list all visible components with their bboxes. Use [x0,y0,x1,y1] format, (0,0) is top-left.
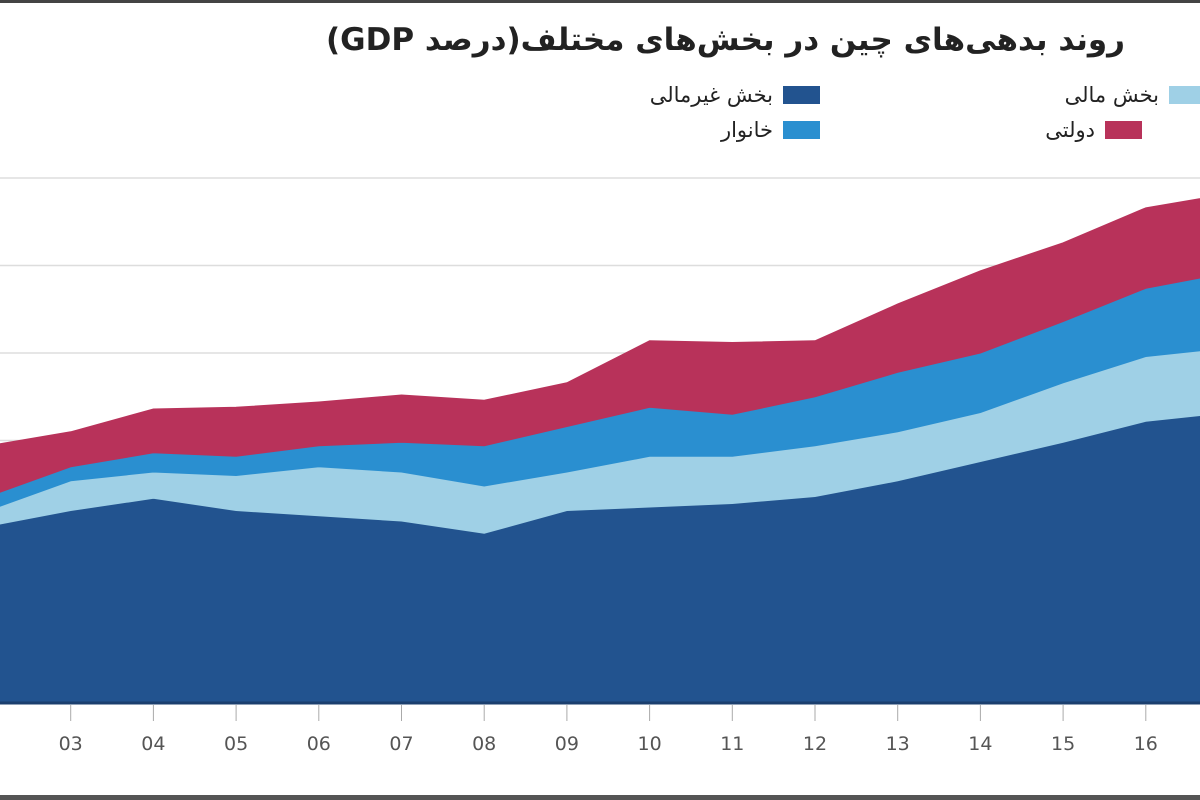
x-tick-label: 06 [307,733,331,755]
x-tick-label: 07 [389,733,413,755]
legend-item-non-financial: بخش غیرمالی [650,83,820,107]
legend-label-non-financial: بخش غیرمالی [649,83,773,107]
x-tick-label: 05 [224,733,248,755]
legend-label-financial: بخش مالی [1064,83,1159,107]
legend-item-financial: بخش مالی [1065,83,1200,107]
x-tick-label: 10 [638,733,662,755]
x-tick-label: 15 [1051,733,1075,755]
bottom-border [0,795,1200,800]
legend-swatch-government [1105,121,1142,139]
x-tick-label: 08 [472,733,496,755]
legend-swatch-household [783,121,820,139]
top-border [0,0,1200,3]
area-series-3 [0,198,1200,493]
legend-swatch-non-financial [783,86,820,104]
legend-item-household: خانوار [721,118,820,142]
legend-label-household: خانوار [720,118,773,142]
x-tick-label: 13 [886,733,910,755]
x-tick-label: 11 [720,733,744,755]
legend-item-government: دولتی [1045,118,1142,142]
chart-title: روند بدهی‌های چین در بخش‌های مختلف(درصد … [326,22,1125,58]
x-tick-label: 14 [968,733,992,755]
x-tick-label: 04 [141,733,165,755]
legend-label-government: دولتی [1045,118,1095,142]
x-tick-label: 16 [1134,733,1158,755]
x-tick-label: 09 [555,733,579,755]
legend-swatch-financial [1169,86,1200,104]
x-tick-label: 12 [803,733,827,755]
x-tick-label: 03 [59,733,83,755]
